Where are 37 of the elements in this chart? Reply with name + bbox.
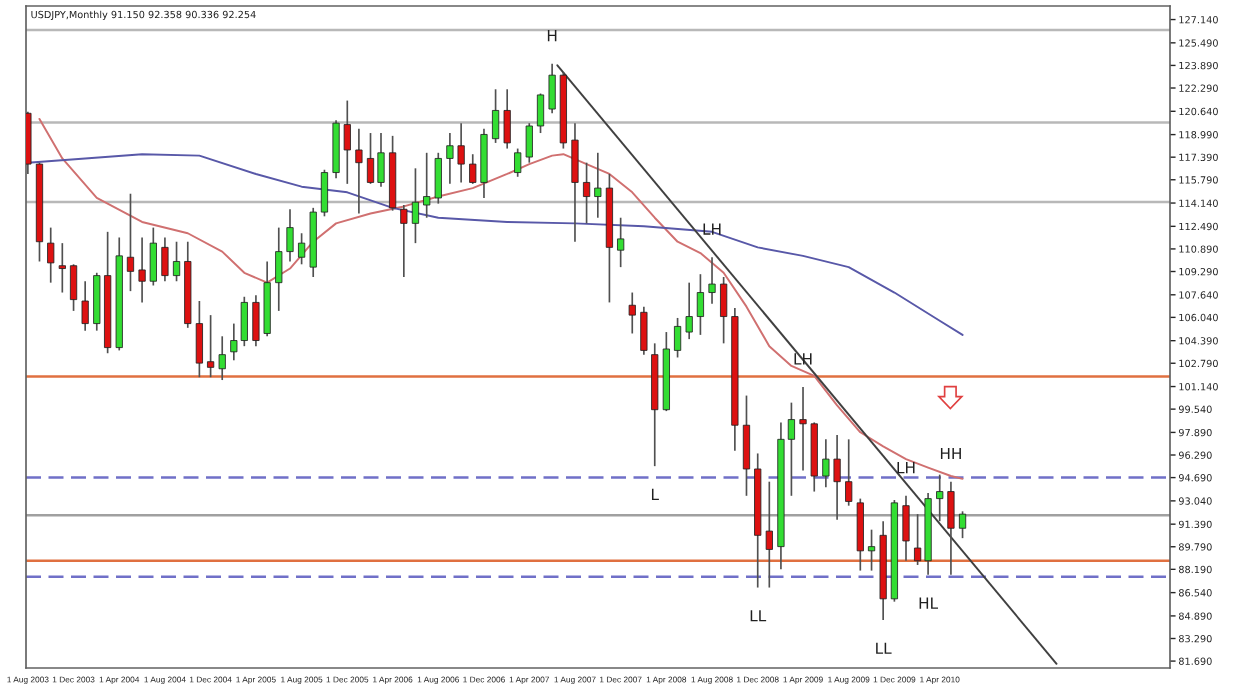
- candlestick: [355, 127, 363, 215]
- candlestick: [845, 438, 853, 507]
- candlestick: [320, 168, 329, 218]
- candlestick: [126, 192, 135, 292]
- candlestick: [902, 494, 910, 562]
- candlestick: [708, 256, 716, 305]
- candlestick: [617, 216, 625, 268]
- candlestick: [742, 394, 751, 497]
- candlestick: [218, 335, 226, 381]
- candlestick: [207, 314, 215, 379]
- candlestick: [867, 528, 876, 572]
- candlestick: [685, 281, 693, 340]
- candlestick: [856, 497, 864, 572]
- candlestick: [536, 92, 545, 134]
- candlestick: [298, 232, 306, 266]
- candlestick: [958, 510, 967, 539]
- candlestick: [628, 291, 636, 335]
- candlestick: [594, 151, 602, 219]
- candlestick: [400, 204, 408, 278]
- candlestick: [58, 242, 66, 294]
- candlestick: [548, 63, 556, 115]
- candlestick: [571, 122, 579, 243]
- candlestick: [47, 226, 55, 284]
- candlestick: [69, 263, 78, 312]
- candlestick: [411, 167, 420, 244]
- candlestick: [172, 240, 181, 283]
- candlestick: [696, 273, 705, 336]
- candlestick: [81, 280, 89, 332]
- candlestick: [582, 161, 591, 225]
- candlestick: [673, 317, 682, 359]
- candlestick: [720, 276, 728, 345]
- candlestick: [161, 236, 169, 283]
- candlestick: [503, 88, 511, 150]
- candlestick: [640, 305, 648, 356]
- candlestick: [195, 300, 203, 379]
- candlestick: [491, 88, 500, 144]
- line-series: [38, 117, 964, 480]
